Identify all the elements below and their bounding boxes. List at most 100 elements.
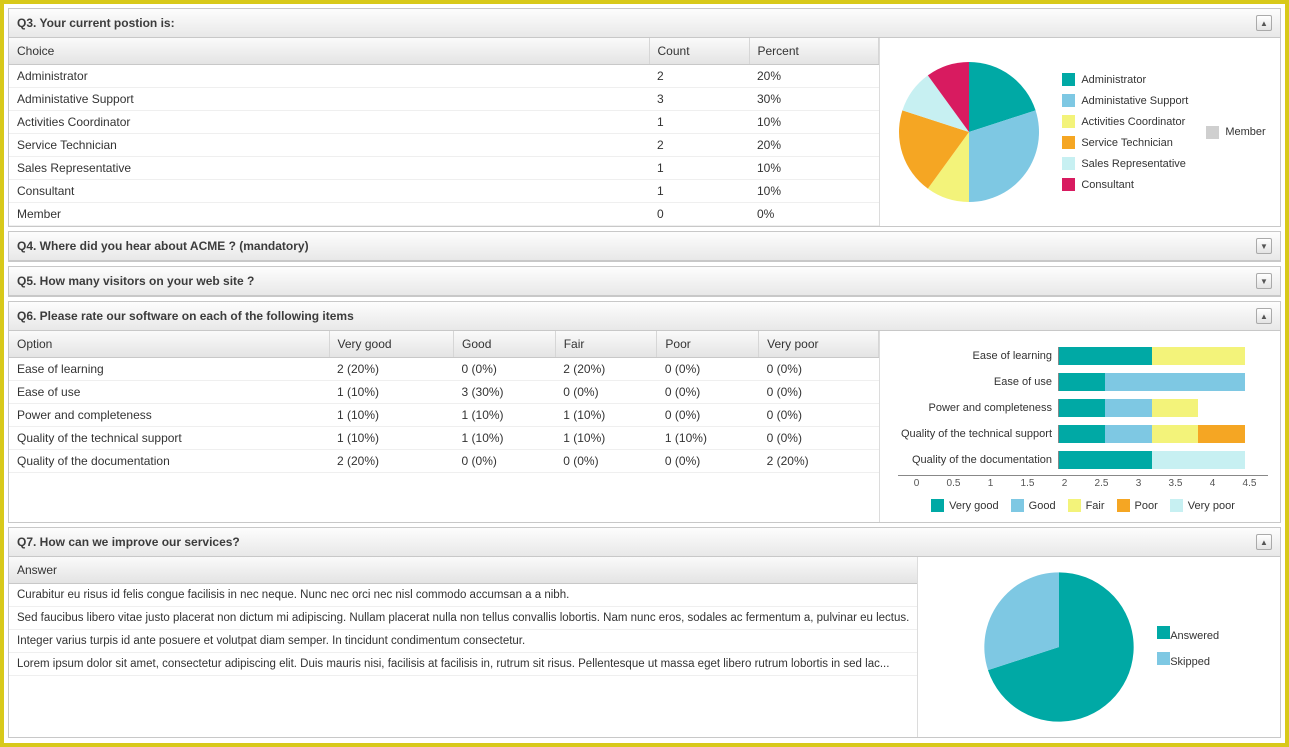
q6-col-header[interactable]: Option: [9, 331, 329, 358]
bar-segment: [1198, 425, 1244, 443]
bar-row: Ease of use: [898, 371, 1268, 393]
q3-legend-member-label: Member: [1225, 126, 1265, 138]
legend-swatch: [1068, 499, 1081, 512]
q7-collapse-button[interactable]: ▲: [1256, 534, 1272, 550]
legend-label: Activities Coordinator: [1081, 116, 1185, 128]
bar-label: Ease of use: [898, 376, 1058, 388]
bar-track: [1058, 425, 1268, 443]
bar-segment: [1152, 451, 1245, 469]
q6-axis: 00.511.522.533.544.5: [898, 475, 1268, 489]
legend-label: Fair: [1086, 500, 1105, 512]
bar-segment: [1059, 373, 1105, 391]
axis-tick: 4.5: [1231, 478, 1268, 489]
bar-label: Ease of learning: [898, 350, 1058, 362]
q4-expand-button[interactable]: ▼: [1256, 238, 1272, 254]
q6-collapse-button[interactable]: ▲: [1256, 308, 1272, 324]
bar-segment: [1059, 399, 1105, 417]
q5-panel: Q5. How many visitors on your web site ?…: [8, 266, 1281, 297]
q6-col-header[interactable]: Good: [454, 331, 556, 358]
q4-title: Q4. Where did you hear about ACME ? (man…: [17, 239, 309, 253]
legend-label: Good: [1029, 500, 1056, 512]
q3-chart-wrap: Administrator Administative Support Activi…: [880, 38, 1280, 226]
bar-label: Quality of the technical support: [898, 428, 1058, 440]
legend-label: Answered: [1170, 630, 1219, 642]
q6-table-wrap: OptionVery goodGoodFairPoorVery poor Eas…: [9, 331, 880, 522]
bar-track: [1058, 347, 1268, 365]
legend-label: Administative Support: [1081, 95, 1188, 107]
q3-body: ChoiceCountPercent Administrator220%Admi…: [9, 38, 1280, 226]
axis-tick: 3.5: [1157, 478, 1194, 489]
bar-track: [1058, 399, 1268, 417]
bar-row: Quality of the documentation: [898, 449, 1268, 471]
legend-item: Sales Representative: [1062, 157, 1188, 170]
bar-segment: [1152, 347, 1245, 365]
legend-swatch: [1011, 499, 1024, 512]
q7-body: Answer Curabitur eu risus id felis congu…: [9, 557, 1280, 737]
axis-tick: 0: [898, 478, 935, 489]
q6-chart-wrap: Ease of learningEase of usePower and com…: [880, 331, 1280, 522]
q3-legend-member: Member: [1206, 126, 1265, 139]
legend-label: Very good: [949, 500, 999, 512]
axis-tick: 1.5: [1009, 478, 1046, 489]
q3-pie-chart: [894, 57, 1044, 207]
q3-collapse-button[interactable]: ▲: [1256, 15, 1272, 31]
q5-expand-button[interactable]: ▼: [1256, 273, 1272, 289]
legend-label: Poor: [1135, 500, 1158, 512]
legend-swatch: [1157, 626, 1170, 639]
q6-col-header[interactable]: Fair: [555, 331, 657, 358]
q6-table: OptionVery goodGoodFairPoorVery poor Eas…: [9, 331, 879, 473]
q7-header: Q7. How can we improve our services? ▲: [9, 528, 1280, 557]
legend-item: Activities Coordinator: [1062, 115, 1188, 128]
q7-answer-header: Answer: [9, 557, 917, 584]
legend-item: Answered: [1157, 626, 1219, 642]
table-row: Administative Support330%: [9, 88, 879, 111]
q3-col-header[interactable]: Count: [649, 38, 749, 65]
q3-panel: Q3. Your current postion is: ▲ ChoiceCou…: [8, 8, 1281, 227]
answer-row: Integer varius turpis id ante posuere et…: [9, 630, 917, 653]
table-row: Quality of the documentation2 (20%)0 (0%…: [9, 450, 879, 473]
q6-col-header[interactable]: Very good: [329, 331, 454, 358]
axis-tick: 1: [972, 478, 1009, 489]
q3-col-header[interactable]: Choice: [9, 38, 649, 65]
q3-title: Q3. Your current postion is:: [17, 16, 175, 30]
q6-header: Q6. Please rate our software on each of …: [9, 302, 1280, 331]
legend-swatch: [1157, 652, 1170, 665]
table-row: Activities Coordinator110%: [9, 111, 879, 134]
legend-swatch: [1062, 136, 1075, 149]
axis-tick: 0.5: [935, 478, 972, 489]
axis-tick: 4: [1194, 478, 1231, 489]
q4-panel: Q4. Where did you hear about ACME ? (man…: [8, 231, 1281, 262]
q6-bar-legend: Very good Good Fair Poor Very poor: [898, 499, 1268, 512]
bar-row: Quality of the technical support: [898, 423, 1268, 445]
legend-label: Administrator: [1081, 74, 1146, 86]
q4-header: Q4. Where did you hear about ACME ? (man…: [9, 232, 1280, 261]
legend-label: Service Technician: [1081, 137, 1173, 149]
table-row: Sales Representative110%: [9, 157, 879, 180]
legend-label: Sales Representative: [1081, 158, 1186, 170]
q6-col-header[interactable]: Poor: [657, 331, 759, 358]
legend-item: Very poor: [1170, 499, 1235, 512]
table-row: Member00%: [9, 203, 879, 226]
table-row: Quality of the technical support1 (10%)1…: [9, 427, 879, 450]
bar-segment: [1059, 451, 1152, 469]
q6-bar-chart: Ease of learningEase of usePower and com…: [898, 341, 1268, 475]
legend-label: Very poor: [1188, 500, 1235, 512]
legend-item: Service Technician: [1062, 136, 1188, 149]
legend-swatch: [1062, 157, 1075, 170]
table-row: Service Technician220%: [9, 134, 879, 157]
q6-col-header[interactable]: Very poor: [759, 331, 879, 358]
table-row: Consultant110%: [9, 180, 879, 203]
legend-item: Fair: [1068, 499, 1105, 512]
legend-item: Skipped: [1157, 652, 1219, 668]
q7-answers-wrap: Answer Curabitur eu risus id felis congu…: [9, 557, 918, 737]
bar-segment: [1105, 399, 1151, 417]
bar-label: Quality of the documentation: [898, 454, 1058, 466]
legend-item: Good: [1011, 499, 1056, 512]
table-row: Administrator220%: [9, 65, 879, 88]
bar-segment: [1105, 425, 1151, 443]
table-row: Ease of use1 (10%)3 (30%)0 (0%)0 (0%)0 (…: [9, 381, 879, 404]
legend-label: Consultant: [1081, 179, 1134, 191]
q3-col-header[interactable]: Percent: [749, 38, 879, 65]
q6-panel: Q6. Please rate our software on each of …: [8, 301, 1281, 523]
q3-table: ChoiceCountPercent Administrator220%Admi…: [9, 38, 879, 226]
